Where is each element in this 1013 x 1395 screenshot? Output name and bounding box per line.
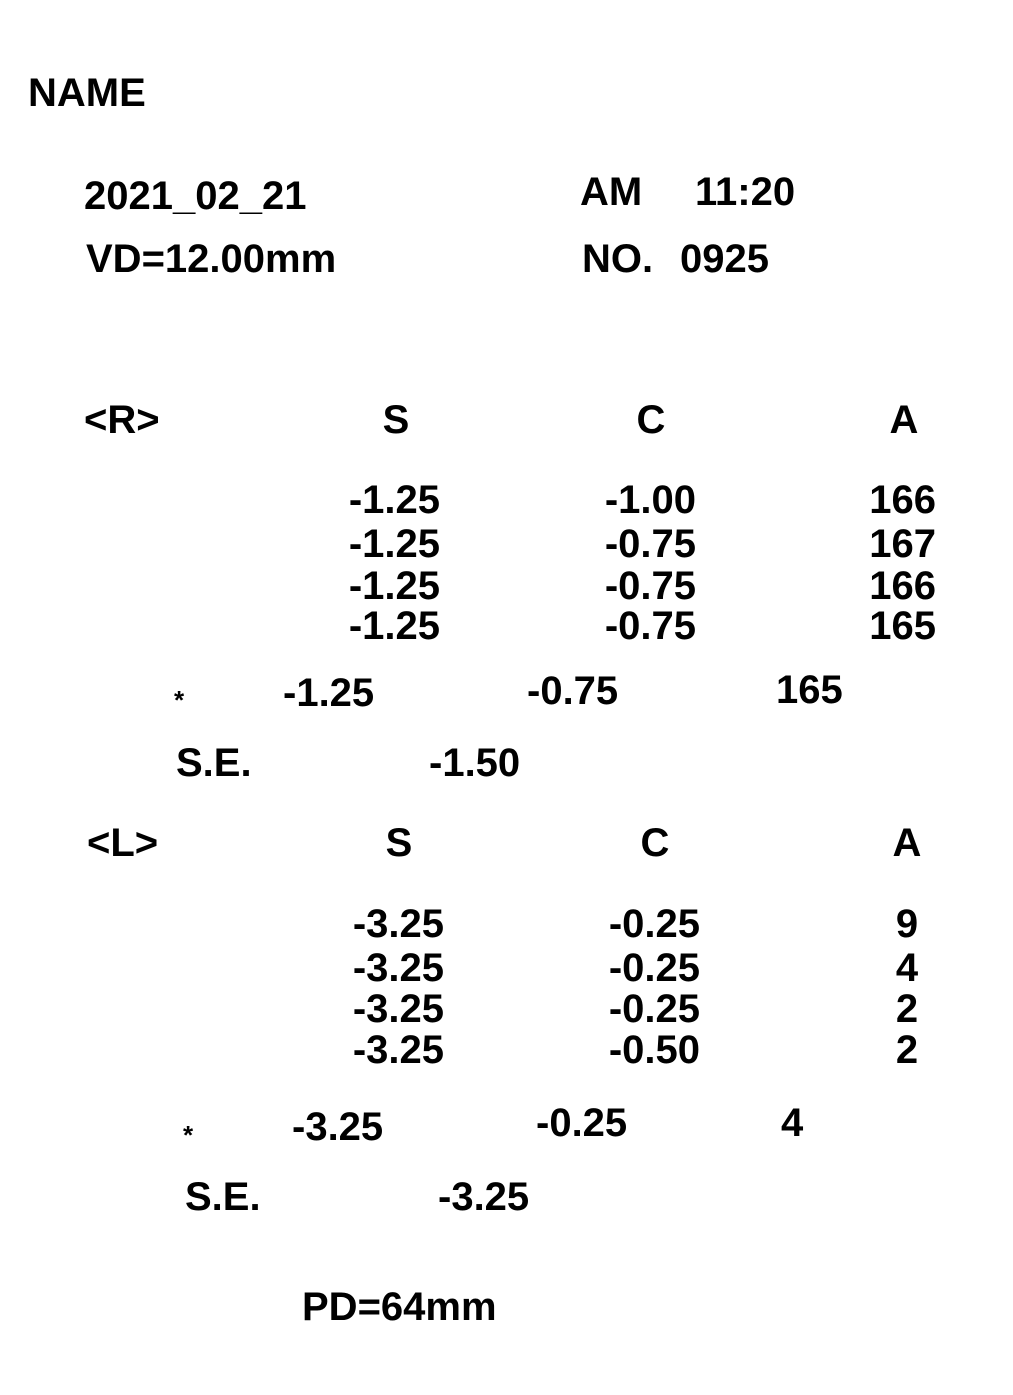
average-sphere: -3.25 (292, 1105, 384, 1149)
date: 2021_02_21 (84, 174, 307, 218)
name-label: NAME (28, 71, 146, 115)
axis-value: 165 (869, 604, 936, 648)
se-value: -3.25 (438, 1175, 530, 1219)
average-axis: 4 (781, 1101, 804, 1145)
cylinder-value: -0.75 (604, 564, 696, 608)
column-header-c: C (636, 398, 666, 442)
sphere-value: -3.25 (352, 902, 444, 946)
sphere-value: -3.25 (352, 1028, 444, 1072)
cylinder-value: -0.75 (604, 522, 696, 566)
sphere-value: -1.25 (348, 604, 440, 648)
sphere-value: -3.25 (352, 946, 444, 990)
cylinder-value: -0.25 (608, 987, 700, 1031)
column-header-a: A (892, 821, 922, 865)
axis-value: 4 (895, 946, 919, 990)
axis-value: 166 (869, 564, 936, 608)
axis-value: 9 (895, 902, 919, 946)
axis-value: 2 (895, 987, 919, 1031)
cylinder-value: -1.00 (604, 478, 696, 522)
se-value: -1.50 (429, 741, 521, 785)
column-header-s: S (382, 398, 410, 442)
time: 11:20 (695, 170, 796, 214)
se-label: S.E. (185, 1175, 261, 1219)
sphere-value: -1.25 (348, 564, 440, 608)
number-label: NO. (582, 237, 654, 281)
average-sphere: -1.25 (283, 671, 375, 715)
column-header-a: A (889, 398, 919, 442)
axis-value: 166 (869, 478, 936, 522)
eye-label: <R> (84, 398, 160, 442)
column-header-c: C (640, 821, 670, 865)
cylinder-value: -0.50 (608, 1028, 700, 1072)
axis-value: 167 (869, 522, 936, 566)
cylinder-value: -0.25 (608, 946, 700, 990)
sphere-value: -1.25 (348, 478, 440, 522)
se-label: S.E. (176, 741, 252, 785)
cylinder-value: -0.25 (608, 902, 700, 946)
average-mark: * (174, 685, 185, 715)
pupillary-distance: PD=64mm (302, 1285, 497, 1329)
eye-label: <L> (87, 821, 159, 865)
column-header-s: S (385, 821, 413, 865)
number-value: 0925 (680, 237, 769, 281)
average-cylinder: -0.75 (527, 669, 619, 713)
sphere-value: -3.25 (352, 987, 444, 1031)
average-cylinder: -0.25 (536, 1101, 628, 1145)
am-pm: AM (580, 170, 643, 214)
average-axis: 165 (776, 668, 843, 712)
vertex-distance: VD=12.00mm (86, 237, 337, 281)
axis-value: 2 (895, 1028, 919, 1072)
sphere-value: -1.25 (348, 522, 440, 566)
cylinder-value: -0.75 (604, 604, 696, 648)
average-mark: * (183, 1120, 194, 1150)
